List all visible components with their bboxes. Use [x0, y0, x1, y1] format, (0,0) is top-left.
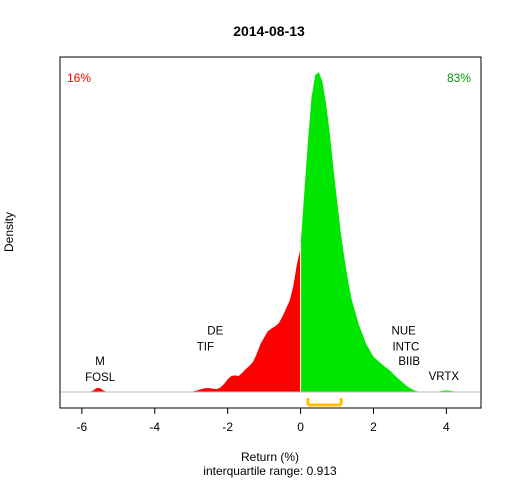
ticker-label: VRTX [429, 371, 460, 383]
x-tick-label: -4 [149, 420, 160, 434]
negative-share-label: 16% [67, 71, 91, 85]
chart-title: 2014-08-13 [233, 23, 305, 39]
ticker-label: BIIB [398, 356, 420, 368]
x-axis: -6 -4 -2 0 2 4 [77, 407, 450, 434]
ticker-label: FOSL [85, 372, 116, 384]
positive-density-area [300, 72, 458, 392]
ticker-label: NUE [392, 325, 417, 337]
ticker-annotations: M FOSL DE TIF NUE INTC BIIB VRTX [85, 325, 459, 383]
negative-density-area [191, 241, 301, 392]
x-tick-label: 2 [370, 420, 377, 434]
ticker-label: DE [207, 325, 223, 337]
x-tick-label: -6 [77, 420, 88, 434]
x-tick-label: -2 [222, 420, 233, 434]
iqr-subtitle: interquartile range: 0.913 [203, 464, 337, 478]
ticker-label: TIF [197, 341, 214, 353]
left-tail-area [89, 388, 112, 392]
x-axis-label: Return (%) [241, 450, 299, 464]
ticker-label: INTC [392, 341, 419, 353]
x-tick-label: 0 [297, 420, 304, 434]
x-tick-label: 4 [443, 420, 450, 434]
density-area [89, 72, 458, 392]
y-axis-label: Density [2, 212, 16, 252]
positive-share-label: 83% [447, 71, 471, 85]
ticker-label: M [95, 356, 105, 368]
